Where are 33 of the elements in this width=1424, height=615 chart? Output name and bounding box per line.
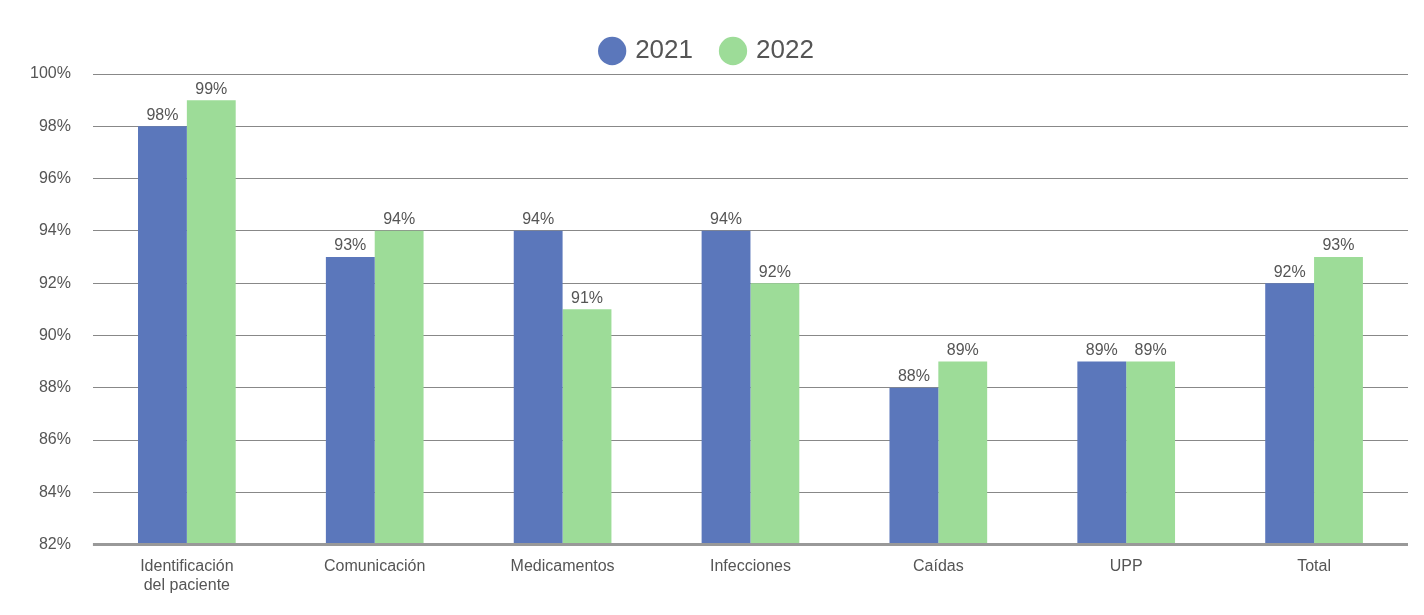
data-label: 92%: [1273, 262, 1306, 280]
data-label: 88%: [897, 367, 930, 385]
data-label: 93%: [1322, 236, 1355, 254]
y-tick-label: 82%: [38, 535, 71, 553]
data-label: 92%: [758, 262, 791, 280]
data-label: 89%: [1085, 341, 1118, 358]
y-tick-label: 96%: [38, 168, 71, 186]
y-tick-label: 94%: [38, 221, 71, 239]
data-label: 98%: [146, 105, 179, 123]
data-label: 94%: [710, 210, 743, 228]
data-label: 89%: [1134, 341, 1167, 358]
x-tick-label: Caídas: [912, 556, 964, 574]
x-tick-label: UPP: [1109, 556, 1143, 574]
y-tick-label: 88%: [38, 378, 71, 396]
x-tick-label: Identificación del paciente: [140, 556, 234, 593]
legend-label: 2021: [635, 34, 693, 65]
y-tick-label: 90%: [38, 325, 71, 343]
data-label: 89%: [946, 341, 979, 358]
y-tick-label: 86%: [38, 430, 71, 448]
x-tick-label: Infecciones: [709, 556, 791, 574]
y-tick-label: 92%: [38, 273, 71, 291]
data-label: 93%: [334, 236, 367, 254]
x-tick-label: Total: [1297, 556, 1331, 574]
data-label: 99%: [195, 79, 228, 97]
legend-label: 2022: [756, 34, 814, 65]
y-tick-label: 100%: [30, 64, 71, 82]
x-tick-label: Medicamentos: [510, 556, 615, 574]
data-label: 94%: [522, 210, 555, 228]
y-tick-label: 84%: [38, 482, 71, 500]
x-tick-label: Comunicación: [324, 556, 426, 574]
data-label: 94%: [383, 210, 416, 228]
y-tick-label: 98%: [38, 116, 71, 134]
data-label: 91%: [571, 288, 604, 306]
